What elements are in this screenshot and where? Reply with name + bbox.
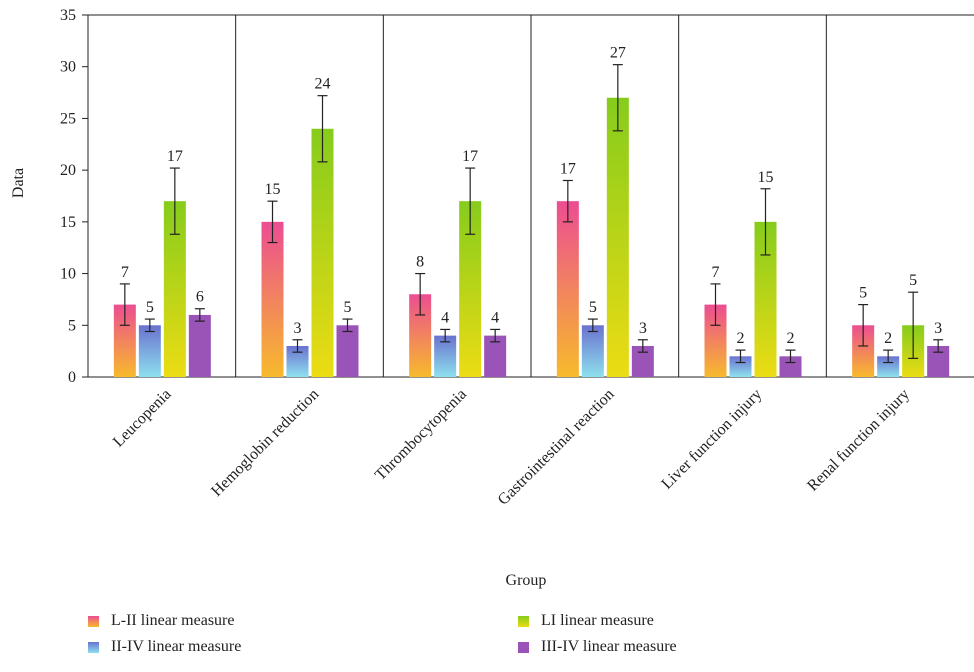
bar	[434, 335, 457, 377]
bar	[336, 325, 359, 377]
bar	[606, 97, 629, 377]
legend-swatch	[518, 641, 529, 653]
bar	[631, 345, 654, 377]
bar	[704, 304, 727, 377]
bar	[409, 294, 432, 377]
legend-label: L-II linear measure	[111, 612, 235, 629]
bar	[138, 325, 161, 377]
x-tick-label: Thrombocytopenia	[372, 386, 470, 484]
legend-item: LI linear measure	[518, 612, 654, 630]
x-tick-label: Liver function injury	[658, 386, 765, 493]
y-tick-label: 20	[60, 162, 76, 179]
data-label: 2	[787, 330, 795, 347]
data-label: 5	[146, 299, 154, 316]
y-tick-label: 15	[60, 214, 76, 231]
x-axis-label: Group	[506, 572, 547, 589]
plot-area: 0510152025303575176Leucopenia153245Hemog…	[60, 7, 974, 509]
data-label: 5	[859, 285, 867, 302]
data-label: 3	[294, 320, 302, 337]
bar	[556, 201, 579, 377]
bar	[311, 128, 334, 377]
bar	[188, 314, 211, 377]
x-tick-label: Hemoglobin reduction	[208, 386, 322, 500]
y-tick-label: 10	[60, 266, 76, 283]
y-tick-label: 30	[60, 59, 76, 76]
legend: L-II linear measure II-IV linear measure L…	[88, 612, 948, 664]
data-label: 2	[737, 330, 745, 347]
bar	[581, 325, 604, 377]
y-tick-label: 5	[68, 317, 76, 334]
legend-label: II-IV linear measure	[111, 638, 242, 655]
bar	[754, 221, 777, 377]
bar	[484, 335, 507, 377]
data-label: 4	[441, 309, 449, 326]
data-label: 8	[416, 254, 424, 271]
y-tick-label: 25	[60, 110, 76, 127]
data-label: 24	[315, 76, 331, 93]
data-label: 17	[167, 148, 183, 165]
legend-item: L-II linear measure	[88, 612, 234, 630]
data-label: 27	[610, 45, 626, 62]
bar	[927, 345, 950, 377]
legend-label: LI linear measure	[541, 612, 654, 629]
data-label: 7	[712, 264, 720, 281]
y-axis-label: Data	[10, 168, 27, 198]
legend-swatch	[518, 615, 529, 627]
data-label: 5	[344, 299, 352, 316]
y-tick-label: 0	[68, 369, 76, 386]
legend-item: II-IV linear measure	[88, 638, 241, 656]
bar	[877, 356, 900, 377]
legend-label: III-IV linear measure	[541, 638, 677, 655]
y-tick-label: 35	[60, 7, 76, 24]
legend-swatch	[88, 615, 99, 627]
bar	[163, 201, 186, 377]
data-label: 2	[884, 330, 892, 347]
bar	[261, 221, 284, 377]
x-tick-label: Gastrointestinal reaction	[495, 386, 618, 509]
data-label: 17	[560, 160, 576, 177]
data-label: 7	[121, 264, 129, 281]
legend-item: III-IV linear measure	[518, 638, 677, 656]
bar	[852, 325, 875, 377]
data-label: 3	[934, 320, 942, 337]
data-label: 6	[196, 289, 204, 306]
data-label: 4	[491, 309, 499, 326]
legend-swatch	[88, 641, 99, 653]
data-label: 15	[265, 181, 281, 198]
data-label: 5	[909, 272, 917, 289]
bar	[113, 304, 136, 377]
bar	[729, 356, 752, 377]
bar	[459, 201, 482, 377]
x-tick-label: Leucopenia	[110, 386, 175, 451]
bar	[779, 356, 802, 377]
data-label: 3	[639, 320, 647, 337]
data-label: 5	[589, 299, 597, 316]
data-label: 15	[758, 169, 774, 186]
x-tick-label: Renal function injury	[804, 386, 913, 495]
data-label: 17	[462, 148, 478, 165]
bar	[286, 345, 309, 377]
